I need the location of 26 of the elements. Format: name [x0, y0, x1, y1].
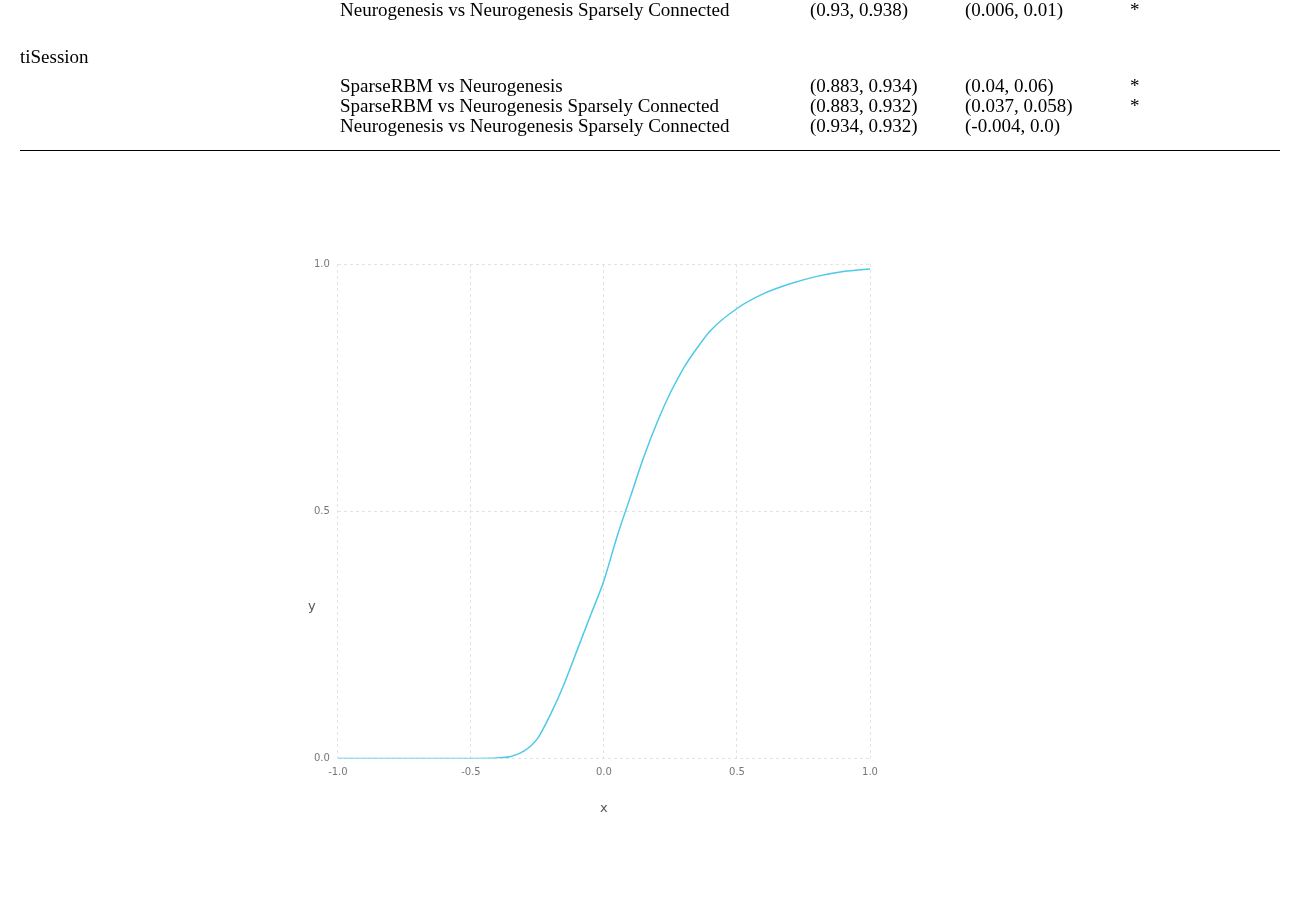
text: Neurogenesis vs Neurogenesis Sparsely Connected [340, 0, 731, 20]
text: tiSession [20, 46, 90, 68]
text: (0.883, 0.934) [810, 75, 919, 96]
x-tick-label: 0.0 [596, 765, 612, 777]
x-tick-label: -1.0 [328, 765, 348, 777]
text: (0.04, 0.06) [965, 75, 1055, 96]
text: (0.883, 0.932) [810, 95, 919, 116]
text: SparseRBM vs Neurogenesis Sparsely Connected [340, 95, 720, 116]
text: (0.037, 0.058) [965, 95, 1074, 116]
x-tick-label: 0.5 [729, 765, 745, 777]
text: * [1130, 95, 1141, 116]
x-axis-title: x [600, 799, 609, 815]
x-tick-label: 1.0 [862, 765, 878, 777]
text: (0.93, 0.938) [810, 0, 910, 20]
text: (0.934, 0.932) [810, 115, 919, 136]
x-tick-label: -0.5 [461, 765, 481, 777]
text: (-0.004, 0.0) [965, 115, 1060, 136]
y-axis-title: y [308, 598, 316, 613]
text: SparseRBM vs Neurogenesis [340, 75, 564, 96]
text: * [1130, 0, 1141, 20]
text: Neurogenesis vs Neurogenesis Sparsely Connected [340, 115, 731, 136]
y-tick-label: 0.5 [314, 504, 330, 516]
y-tick-label: 0.0 [314, 751, 330, 763]
y-tick-label: 1.0 [314, 257, 330, 269]
text: * [1130, 75, 1141, 96]
text: (0.006, 0.01) [965, 0, 1065, 20]
